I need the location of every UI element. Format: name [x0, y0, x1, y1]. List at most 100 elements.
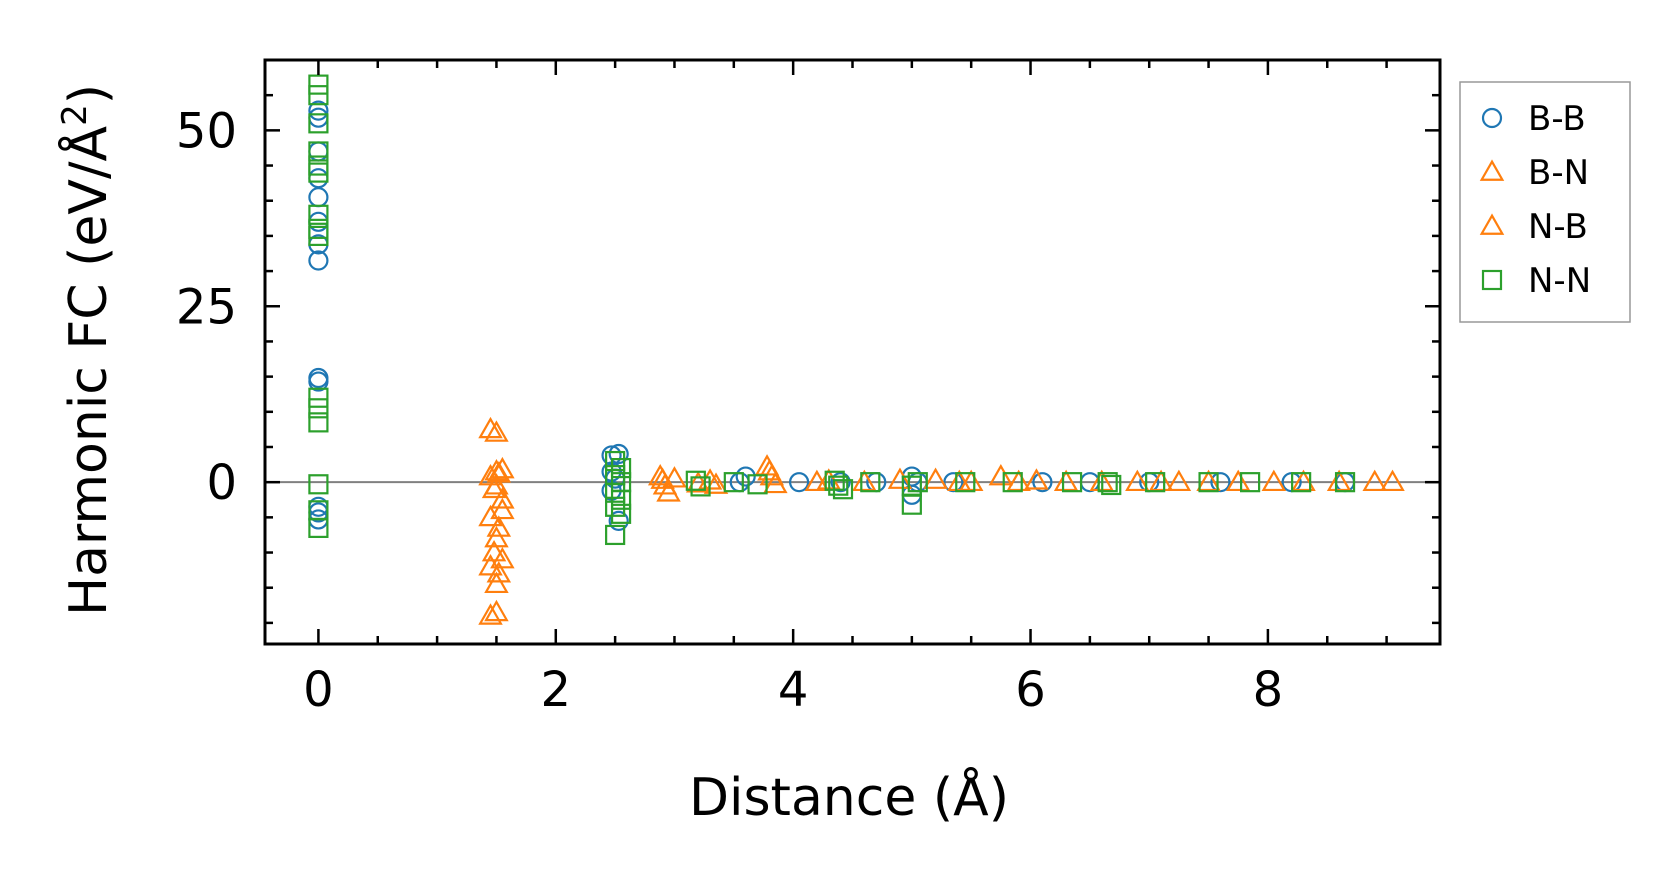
legend-label-b-b: B-B — [1528, 99, 1586, 139]
data-point-n-n — [860, 472, 881, 493]
data-point-b-n — [703, 472, 729, 494]
data-point-n-n — [1101, 474, 1122, 496]
data-point-n-n — [605, 496, 626, 517]
data-point-b-b — [308, 141, 329, 162]
data-point-b-n — [478, 504, 503, 527]
data-point-b-n — [763, 471, 788, 494]
y-tick-label: 50 — [176, 103, 237, 159]
data-point-n-b — [804, 469, 830, 492]
x-tick-label: 6 — [1015, 662, 1046, 718]
data-point-n-b — [484, 599, 509, 622]
data-point-b-b — [830, 472, 851, 493]
y-axis-label-main: Harmonic FC (eV/Å — [57, 125, 119, 616]
legend: B-B B-N N-B N-N — [1459, 81, 1631, 323]
legend-marker-b-b — [1481, 107, 1503, 129]
data-point-b-n — [1125, 469, 1150, 492]
data-point-b-b — [308, 100, 329, 121]
data-point-n-n — [1145, 472, 1166, 493]
data-point-n-b — [887, 467, 913, 489]
data-point-n-n — [308, 474, 329, 495]
data-point-n-n — [308, 113, 329, 134]
data-point-b-b — [308, 371, 329, 392]
data-point-n-n — [308, 387, 329, 408]
data-point-b-n — [484, 525, 509, 548]
data-point-b-n — [484, 571, 509, 594]
plot-frame — [263, 58, 1442, 646]
data-point-n-b — [490, 497, 515, 520]
data-point-n-b — [481, 539, 507, 562]
data-point-b-n — [923, 467, 948, 489]
data-point-n-n — [1291, 472, 1312, 493]
legend-label-b-n: B-N — [1528, 153, 1589, 193]
data-point-b-n — [1053, 469, 1079, 492]
data-point-n-n — [747, 474, 768, 495]
data-point-n-n — [308, 204, 329, 225]
data-point-n-n — [1240, 472, 1261, 493]
data-point-n-n — [610, 503, 632, 524]
data-point-n-n — [907, 472, 928, 493]
data-point-n-n — [605, 524, 626, 546]
data-point-n-b — [486, 561, 512, 583]
data-point-n-b — [1326, 469, 1352, 492]
data-point-n-b — [1196, 469, 1221, 492]
data-point-b-b — [308, 168, 329, 189]
data-point-b-n — [852, 469, 877, 492]
tick-labels-layer: 0 2 4 6 8 0 25 50 — [176, 103, 1283, 718]
data-point-b-b — [308, 211, 329, 232]
data-point-b-b — [608, 510, 629, 531]
data-point-b-n — [478, 603, 503, 625]
data-point-n-n — [901, 494, 922, 515]
data-point-n-n — [308, 517, 329, 539]
data-point-b-n — [662, 466, 687, 488]
data-point-n-n — [723, 472, 744, 493]
data-point-n-b — [650, 467, 675, 489]
data-point-b-n — [988, 463, 1014, 486]
legend-label-n-b: N-B — [1528, 207, 1588, 247]
data-point-b-n — [1380, 469, 1405, 492]
x-tick-label: 4 — [778, 662, 809, 718]
data-point-b-n — [656, 480, 681, 502]
x-tick-label: 8 — [1253, 662, 1284, 718]
data-point-n-n — [832, 479, 854, 500]
data-point-n-n — [1002, 472, 1023, 493]
data-point-b-b — [788, 472, 810, 493]
data-point-n-n — [685, 470, 706, 491]
data-point-b-n — [478, 554, 503, 576]
data-point-n-n — [1061, 472, 1083, 493]
data-point-n-b — [1006, 469, 1031, 492]
data-point-n-n — [308, 398, 329, 419]
legend-label-n-n: N-N — [1528, 261, 1591, 301]
data-point-n-n — [955, 472, 976, 493]
data-point-n-n — [308, 85, 329, 106]
data-point-n-n — [828, 475, 849, 496]
data-point-n-n — [1198, 472, 1219, 493]
data-point-b-b — [308, 250, 329, 271]
data-point-b-b — [1210, 472, 1231, 493]
legend-marker-b-n — [1479, 159, 1505, 181]
legend-marker-n-n — [1481, 269, 1503, 291]
data-point-b-b — [1032, 472, 1053, 493]
data-point-b-n — [478, 416, 503, 439]
x-tick-label: 0 — [303, 662, 334, 718]
data-point-b-n — [1362, 469, 1387, 492]
data-point-n-n — [610, 489, 632, 510]
data-point-n-n — [610, 457, 632, 479]
data-point-n-b — [757, 459, 782, 481]
data-point-n-n — [308, 162, 329, 183]
data-point-n-n — [605, 450, 626, 472]
x-tick-label: 2 — [541, 662, 572, 718]
data-point-n-b — [1261, 469, 1287, 492]
data-point-b-n — [1291, 469, 1316, 492]
data-point-b-n — [1024, 468, 1049, 490]
data-points-layer — [308, 74, 1405, 625]
data-point-n-n — [605, 482, 626, 503]
data-point-b-b — [943, 472, 964, 493]
legend-box — [1459, 81, 1631, 323]
data-point-b-b — [308, 187, 329, 208]
data-point-n-b — [484, 420, 509, 442]
data-point-n-n — [1334, 472, 1356, 493]
data-point-n-b — [1148, 469, 1174, 492]
data-point-b-b — [608, 443, 629, 465]
data-point-n-n — [1097, 472, 1118, 493]
